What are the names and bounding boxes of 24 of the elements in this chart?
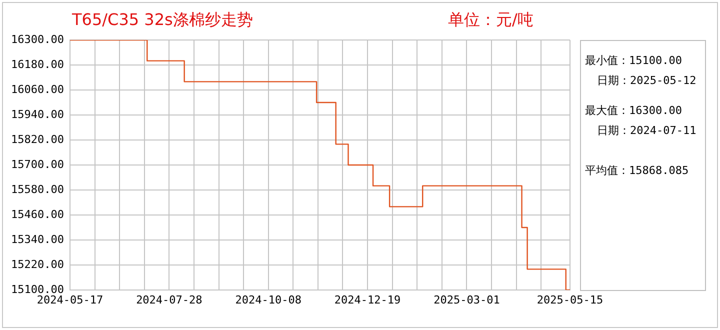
x-tick-label: 2024-10-08 [235, 293, 302, 306]
y-tick-label: 15700.00 [11, 158, 64, 171]
chart-title: T65/C35 32s涤棉纱走势 [72, 10, 253, 31]
y-tick-label: 15100.00 [11, 282, 64, 296]
y-tick-label: 16180.00 [11, 58, 64, 71]
text: 最大值：16300.00 [585, 103, 682, 118]
y-tick-label: 15220.00 [11, 258, 64, 271]
text: 最小值：15100.00 [585, 53, 682, 68]
x-tick-label: 2025-05-15 [536, 293, 604, 306]
y-tick-label: 15820.00 [11, 132, 64, 146]
y-tick-label: 15340.00 [11, 232, 64, 246]
x-tick-label: 2024-05-17 [36, 293, 104, 306]
x-tick-label: 2025-03-01 [434, 293, 500, 306]
y-tick-label: 16300.00 [11, 32, 64, 46]
y-tick-label: 15940.00 [11, 108, 64, 121]
text: 平均值：15868.085 [585, 163, 689, 178]
y-tick-label: 16060.00 [11, 82, 64, 96]
y-tick-label: 15460.00 [11, 208, 64, 221]
y-tick-label: 15580.00 [11, 182, 64, 196]
text: 日期：2025-05-12 [597, 73, 696, 88]
x-tick-label: 2024-12-19 [334, 293, 401, 306]
x-tick-label: 2024-07-28 [136, 293, 202, 306]
text: 日期：2024-07-11 [597, 123, 696, 138]
chart-subtitle: 单位：元/吨 [448, 10, 534, 31]
